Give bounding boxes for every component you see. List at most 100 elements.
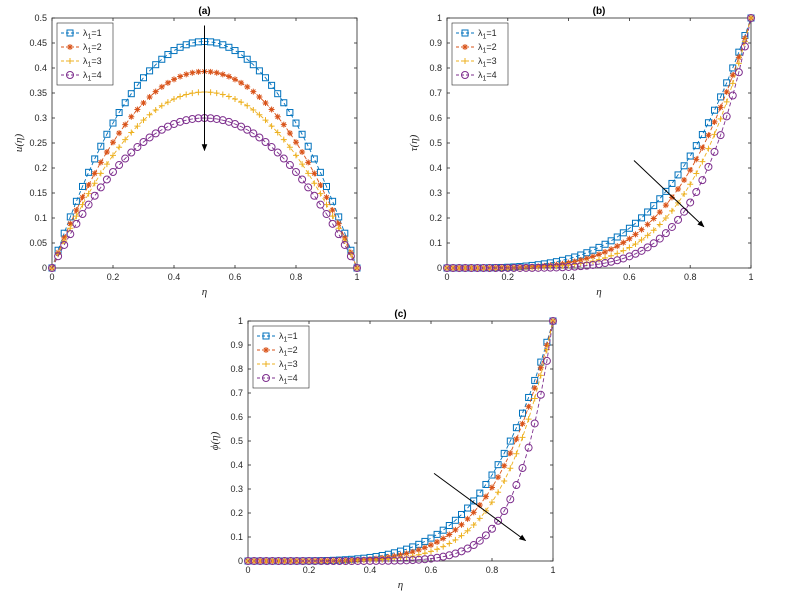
data-point [305,170,312,177]
data-point [360,557,367,564]
data-point [626,235,633,242]
data-point [274,129,281,136]
data-point [139,138,148,146]
data-point [67,58,73,64]
data-point [489,484,495,491]
data-point [329,207,336,214]
data-point [298,175,307,184]
data-point [244,83,251,90]
data-point [340,240,349,249]
y-tick-label: 0.3 [429,188,442,198]
data-point [613,233,621,241]
data-point [262,332,270,340]
data-point [711,106,719,114]
data-point [279,154,288,163]
data-point [537,372,544,379]
data-point [503,263,512,272]
data-point [140,74,147,82]
data-point [122,136,129,143]
data-point [735,54,742,61]
data-point [497,263,506,272]
series-line [447,17,752,269]
data-point [329,213,336,220]
legend-entry: λ1=3 [257,359,298,372]
data-point [409,553,416,560]
data-point [72,197,80,205]
panel-title: (b) [593,6,606,17]
data-point [292,119,300,127]
data-point [109,168,117,176]
data-point [674,215,683,224]
data-point [366,556,374,565]
data-point [469,541,478,550]
y-tick-label: 0.5 [230,436,243,446]
y-tick-label: 0.4 [34,63,47,73]
data-point [140,99,147,106]
trend-arrow [433,472,527,542]
data-point [564,262,573,271]
data-point [501,462,508,469]
x-tick-label: 0.6 [229,272,242,282]
data-point [316,168,324,176]
data-point [103,130,111,138]
data-point [467,263,476,272]
data-point [686,198,695,207]
data-point [280,557,289,565]
data-point [656,221,663,228]
data-point [78,210,87,218]
data-point [115,161,124,170]
data-point [317,556,326,565]
data-point [261,138,270,146]
data-point [323,182,330,190]
data-point [274,90,282,98]
data-point [439,552,448,561]
data-point [115,109,123,117]
data-point [250,107,257,114]
data-point [384,556,393,565]
x-tick-label: 0.4 [364,565,377,575]
data-point [91,155,99,163]
data-point [347,556,356,565]
data-point [158,55,166,63]
data-point [741,35,748,42]
data-point [650,202,658,210]
data-point [650,227,657,234]
data-point [116,130,123,137]
data-point [675,186,682,193]
data-point [213,69,220,76]
data-point [473,263,482,272]
data-point [608,252,615,259]
data-point [207,89,214,96]
data-point [280,99,288,107]
data-point [495,474,502,481]
data-point [644,208,652,216]
y-tick-label: 0.6 [429,113,442,123]
data-point [121,154,130,163]
legend-label: λ1=3 [279,359,298,372]
y-tick-label: 0.4 [230,460,243,470]
y-tick-label: 0.6 [230,412,243,422]
panel-a-chart: 0 0.2 0.4 0.6 0.8 1 0 0.05 0.1 0.15 0.2 0.25 0.3 0.35… [13,6,361,298]
data-point [458,510,465,518]
data-point [189,90,196,97]
y-tick-label: 0.7 [230,388,243,398]
data-point [158,83,165,90]
y-tick-label: 0.2 [429,213,442,223]
data-point [103,148,110,155]
data-point [367,557,373,564]
data-point [347,251,354,258]
data-point [409,548,416,555]
y-axis-label: τ(η) [408,134,420,151]
data-point [317,181,324,188]
data-point [668,207,675,214]
data-point [637,246,646,255]
data-point [589,253,596,260]
data-point [396,556,405,565]
data-point [102,175,111,184]
data-point [656,195,664,203]
data-point [103,161,110,168]
data-point [177,93,184,100]
data-point [440,535,447,542]
x-axis-label: η [202,286,207,298]
data-point [329,556,338,565]
